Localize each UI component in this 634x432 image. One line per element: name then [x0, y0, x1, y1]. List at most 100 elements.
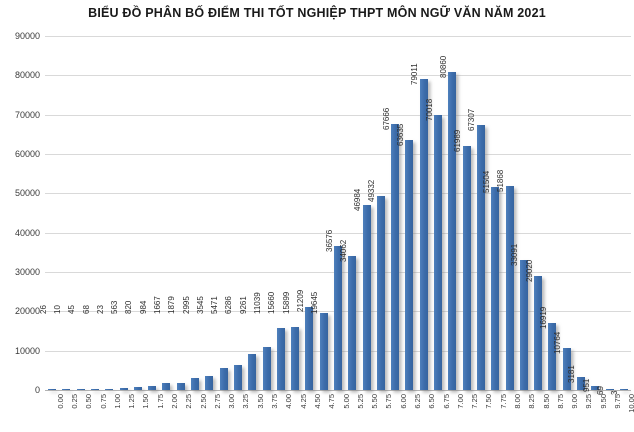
bar-value-label: 19645	[310, 291, 320, 314]
x-tick-label: 1.00	[112, 394, 122, 409]
x-tick-label: 7.00	[455, 394, 465, 409]
bar-value-label: 69	[596, 386, 606, 395]
x-tick-label: 3.75	[270, 394, 280, 409]
x-tick-label: 6.50	[427, 394, 437, 409]
bar-value-label: 63635	[395, 123, 405, 146]
bar-value-label: 16919	[538, 307, 548, 330]
x-tick-label: 1.75	[155, 394, 165, 409]
bar-value-label: 15660	[267, 291, 277, 314]
bar	[434, 114, 443, 390]
x-tick-label: 5.25	[355, 394, 365, 409]
bar	[376, 195, 385, 390]
bar	[319, 312, 328, 390]
y-gridline	[45, 36, 631, 37]
x-tick-label: 2.00	[169, 394, 179, 409]
x-tick-label: 5.50	[370, 394, 380, 409]
bar-value-label: 67666	[381, 107, 391, 130]
bar	[191, 378, 200, 390]
bar	[291, 327, 300, 390]
bar-value-label: 21209	[295, 289, 305, 312]
x-tick-label: 7.75	[498, 394, 508, 409]
y-gridline	[45, 114, 631, 116]
bar-value-label: 11039	[253, 292, 263, 314]
x-tick-label: 8.50	[541, 394, 551, 409]
x-tick-label: 10.00	[627, 394, 634, 413]
y-tick-label: 70000	[14, 109, 40, 120]
bar-value-label: 5471	[210, 296, 220, 314]
x-tick-label: 4.75	[327, 394, 337, 409]
bar	[448, 71, 457, 390]
bar-value-label: 68	[81, 305, 91, 314]
bar	[148, 386, 157, 390]
x-tick-label: 7.50	[484, 394, 494, 409]
x-tick-label: 0.75	[98, 394, 108, 409]
x-tick-label: 4.50	[312, 394, 322, 409]
bar-value-label: 10	[52, 305, 62, 314]
bar-value-label: 15899	[281, 291, 291, 314]
x-axis-line	[45, 390, 631, 391]
bar	[205, 376, 214, 390]
y-gridline	[45, 154, 631, 155]
y-gridline	[45, 232, 631, 234]
x-tick-label: 2.50	[198, 394, 208, 409]
bar	[348, 256, 357, 390]
bar-value-label: 51868	[496, 169, 505, 192]
x-tick-label: 9.75	[613, 394, 623, 409]
y-tick-label: 90000	[14, 31, 40, 41]
bar-value-label: 1667	[152, 296, 162, 314]
bar	[548, 323, 557, 390]
bar	[233, 365, 242, 390]
bar	[105, 389, 114, 390]
bar-value-label: 10764	[553, 331, 563, 354]
x-tick-label: 8.00	[513, 394, 522, 409]
x-tick-label: 9.00	[570, 394, 580, 409]
x-tick-label: 8.75	[555, 394, 565, 409]
bar-value-label: 6286	[224, 296, 234, 314]
x-tick-label: 4.00	[284, 394, 294, 409]
bar	[248, 353, 257, 390]
bar	[476, 125, 485, 390]
x-tick-label: 7.25	[470, 394, 480, 409]
bar	[619, 389, 628, 390]
x-tick-label: 5.75	[384, 394, 394, 409]
bar-value-label: 2995	[181, 296, 191, 314]
bar	[276, 328, 285, 390]
bar-value-label: 563	[110, 300, 120, 314]
bar	[48, 389, 57, 390]
x-tick-label: 1.50	[141, 394, 151, 409]
x-tick-label: 3.25	[241, 394, 251, 409]
bar-value-label: 3	[610, 390, 620, 395]
x-tick-label: 6.00	[398, 394, 408, 409]
bar-value-label: 23	[95, 305, 105, 314]
bar	[334, 246, 342, 390]
x-tick-label: 8.25	[527, 394, 537, 409]
bar-value-label: 70018	[424, 98, 434, 121]
y-tick-label: 60000	[14, 149, 40, 159]
x-tick-label: 0.25	[69, 394, 79, 409]
bar	[119, 387, 128, 390]
x-tick-label: 6.25	[412, 394, 422, 409]
bar	[491, 187, 500, 390]
bar-value-label: 79011	[410, 63, 420, 86]
bar-value-label: 984	[138, 300, 148, 314]
bar	[576, 377, 585, 390]
bar-value-label: 820	[124, 300, 134, 314]
x-tick-label: 1.25	[127, 394, 137, 409]
y-tick-label: 80000	[14, 70, 40, 81]
x-tick-label: 5.00	[341, 394, 351, 409]
bar	[305, 306, 314, 390]
x-tick-label: 9.25	[584, 394, 594, 409]
bar	[219, 368, 228, 390]
x-tick-label: 9.50	[598, 394, 608, 409]
bar-value-label: 80860	[438, 55, 448, 78]
x-tick-label: 3.00	[227, 394, 237, 409]
y-gridline	[45, 193, 631, 195]
x-tick-label: 2.75	[212, 394, 222, 409]
y-tick-label: 0	[34, 385, 40, 395]
bar	[133, 386, 142, 390]
bar-value-label: 61989	[453, 129, 463, 153]
bar-value-label: 34062	[338, 239, 348, 263]
bar	[505, 185, 514, 390]
bar-value-label: 67307	[467, 109, 477, 132]
bar-value-label: 26	[38, 305, 48, 314]
